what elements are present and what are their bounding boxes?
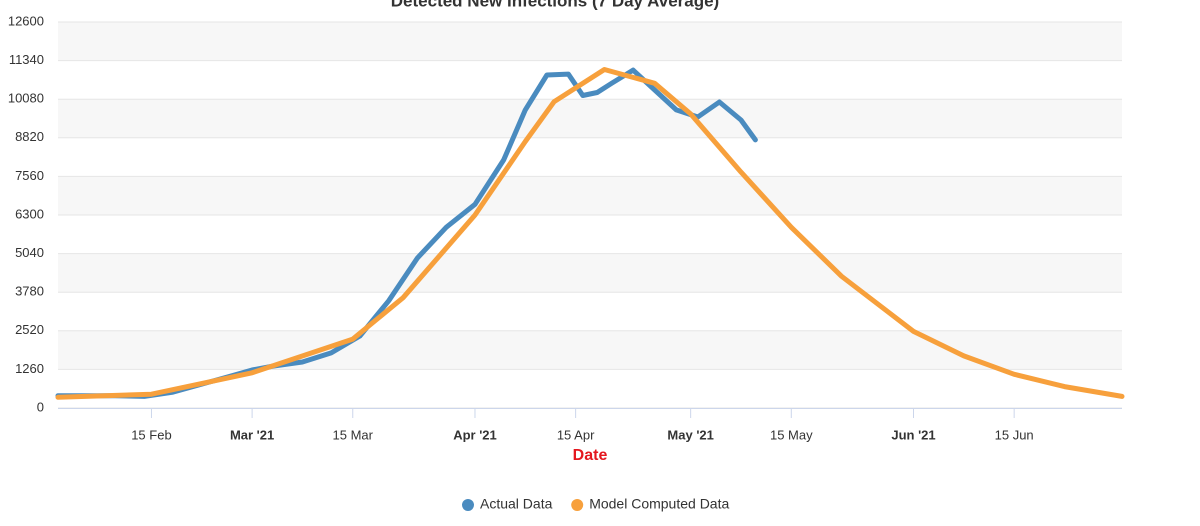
x-tick-label: Apr '21: [453, 427, 497, 442]
y-tick-label: 2520: [15, 322, 44, 337]
chart-title: Detected New Infections (7 Day Average): [391, 0, 719, 10]
plot-background: [58, 22, 1122, 370]
x-axis-title: Date: [573, 447, 608, 464]
legend-label: Model Computed Data: [589, 496, 729, 512]
y-tick-label: 5040: [15, 245, 44, 260]
x-tick-label: 15 Jun: [995, 427, 1034, 442]
x-tick-label: 15 Mar: [333, 427, 374, 442]
y-tick-label: 8820: [15, 129, 44, 144]
grid-band: [58, 22, 1122, 61]
grid-band: [58, 99, 1122, 138]
grid-band: [58, 253, 1122, 293]
x-tick-label: 15 Feb: [131, 427, 171, 442]
y-tick-label: 1260: [15, 361, 44, 376]
x-tick-label: 15 May: [770, 427, 813, 442]
legend-marker: [462, 499, 474, 511]
y-tick-label: 0: [37, 399, 44, 414]
x-tick-label: Jun '21: [891, 427, 935, 442]
y-tick-label: 11340: [9, 52, 44, 67]
grid-band: [58, 176, 1122, 215]
y-tick-label: 3780: [15, 284, 44, 299]
series-line: [55, 67, 1125, 400]
grid-band: [58, 330, 1122, 370]
y-tick-label: 12600: [8, 13, 44, 28]
y-tick-label: 7560: [15, 168, 44, 183]
x-tick-label: May '21: [667, 427, 713, 442]
legend-marker: [571, 499, 584, 511]
x-tick-label: Mar '21: [230, 427, 274, 442]
x-tick-label: 15 Apr: [557, 427, 595, 442]
legend-label: Actual Data: [480, 496, 553, 512]
y-tick-label: 6300: [15, 206, 44, 221]
y-tick-label: 10080: [8, 91, 44, 106]
